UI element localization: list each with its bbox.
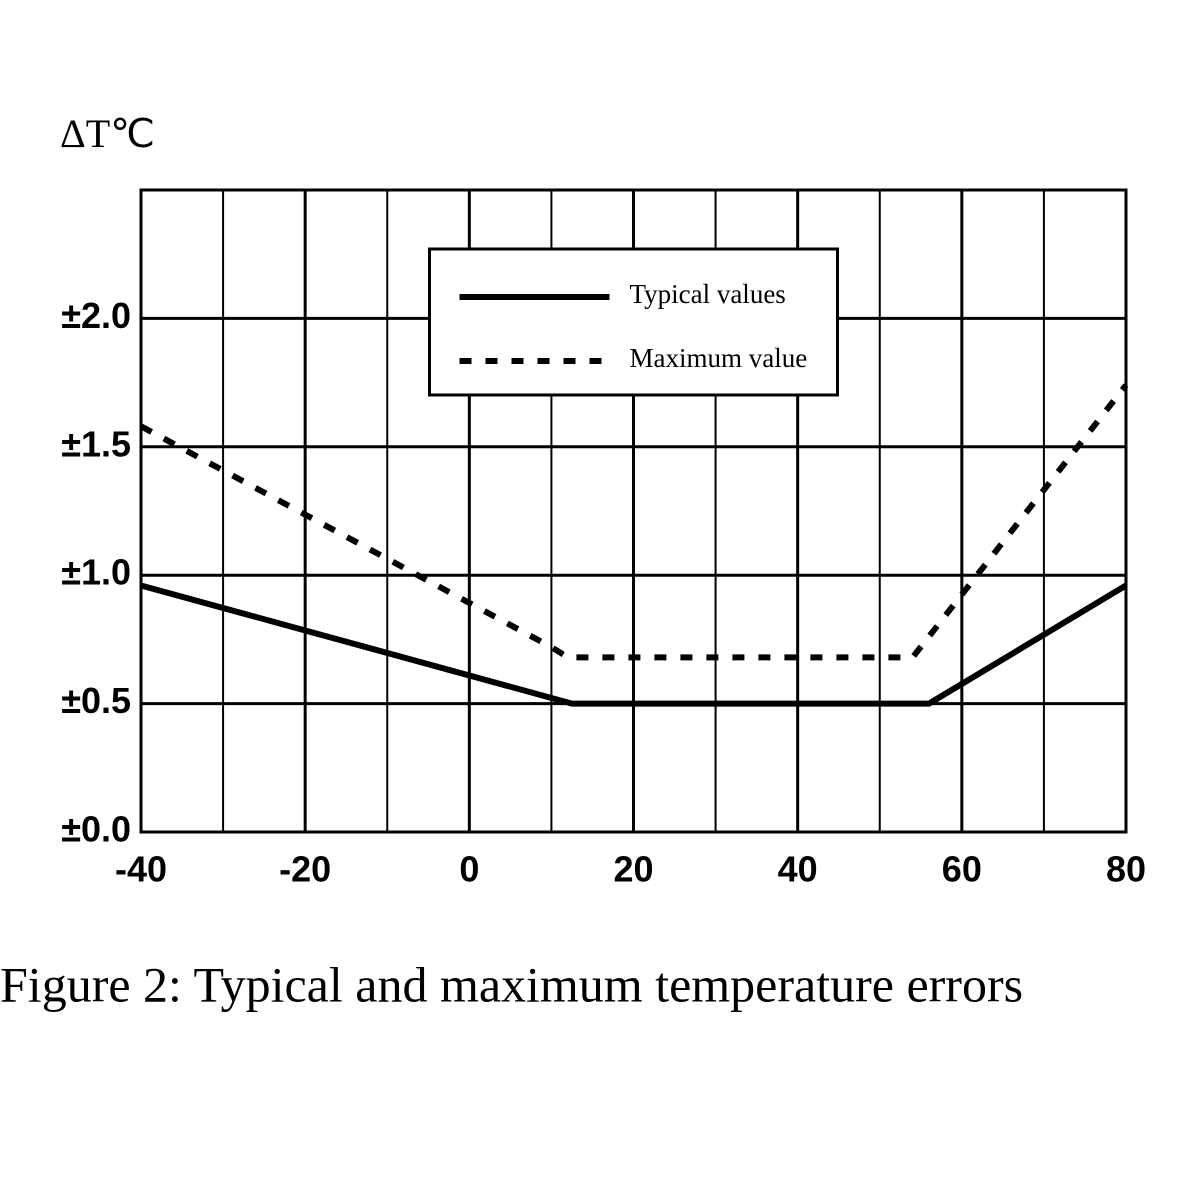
x-tick-label: -40 bbox=[115, 849, 167, 890]
y-axis-label: ΔT℃ bbox=[60, 111, 155, 156]
caption: Figure 2: Typical and maximum temperatur… bbox=[0, 956, 1023, 1012]
y-tick-label: ±0.0 bbox=[61, 809, 131, 850]
y-tick-label: ±2.0 bbox=[61, 295, 131, 336]
x-tick-label: 20 bbox=[613, 849, 653, 890]
y-tick-label: ±1.0 bbox=[61, 552, 131, 593]
y-tick-label: ±1.5 bbox=[61, 423, 131, 464]
x-tick-label: 40 bbox=[778, 849, 818, 890]
y-tick-label: ±0.5 bbox=[61, 680, 131, 721]
legend-label: Maximum value bbox=[630, 343, 808, 373]
legend-box bbox=[428, 247, 839, 397]
x-tick-label: 0 bbox=[459, 849, 479, 890]
x-tick-label: 60 bbox=[942, 849, 982, 890]
x-tick-label: 80 bbox=[1106, 849, 1146, 890]
series-line bbox=[140, 582, 1128, 707]
series-line bbox=[139, 383, 1129, 661]
legend-label: Typical values bbox=[630, 279, 786, 309]
x-tick-label: -20 bbox=[279, 849, 331, 890]
